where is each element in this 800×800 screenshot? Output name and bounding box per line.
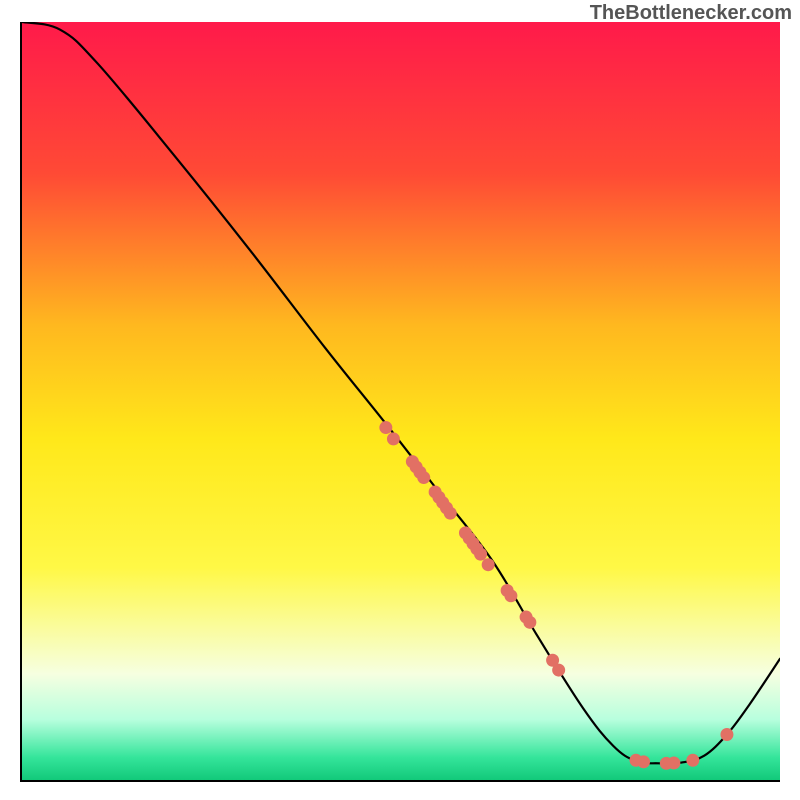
data-marker: [637, 755, 650, 768]
data-marker: [667, 756, 680, 769]
chart-container: TheBottlenecker.com: [0, 0, 800, 800]
data-marker: [379, 421, 392, 434]
curve-overlay: [22, 22, 780, 780]
data-marker: [720, 728, 733, 741]
data-marker: [686, 754, 699, 767]
data-marker: [417, 471, 430, 484]
watermark-label: TheBottlenecker.com: [590, 2, 792, 25]
data-marker: [552, 664, 565, 677]
data-marker: [504, 589, 517, 602]
data-marker: [482, 558, 495, 571]
data-marker: [523, 616, 536, 629]
bottleneck-curve: [22, 22, 780, 764]
data-markers-group: [379, 421, 733, 770]
data-marker: [387, 432, 400, 445]
data-marker: [444, 507, 457, 520]
plot-area: [20, 22, 780, 782]
